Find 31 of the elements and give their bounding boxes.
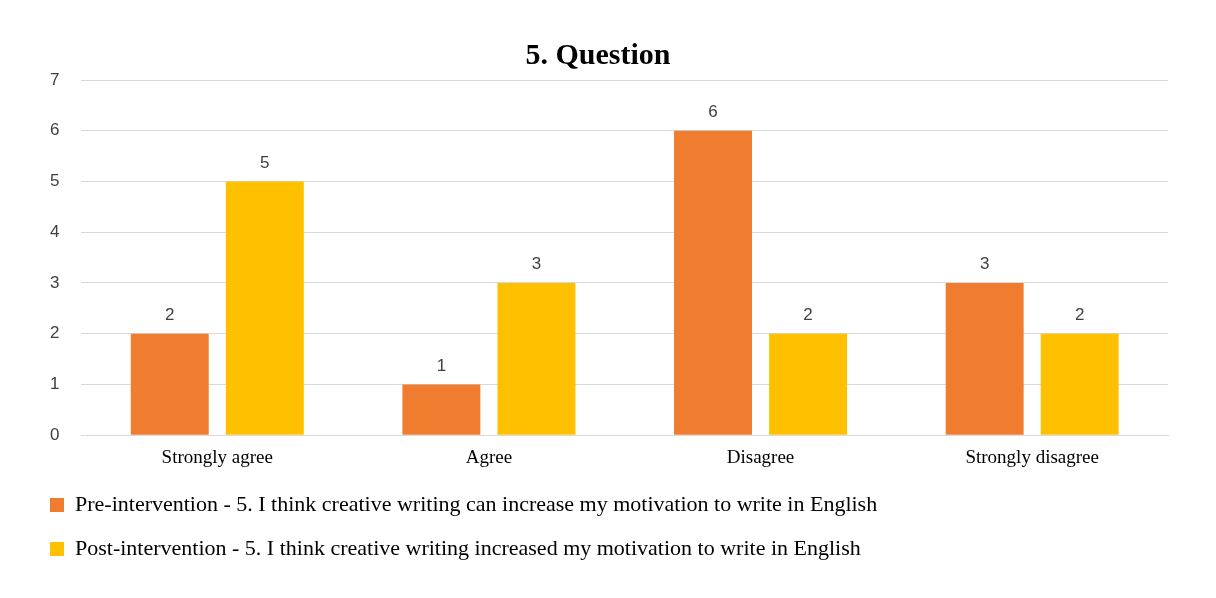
y-tick-label: 0 bbox=[49, 424, 60, 444]
data-label: 6 bbox=[708, 101, 718, 121]
bar bbox=[674, 130, 752, 435]
data-label: 5 bbox=[260, 152, 270, 172]
bar bbox=[497, 282, 576, 435]
x-tick-label: Agree bbox=[465, 445, 513, 467]
y-tick-label: 3 bbox=[49, 272, 60, 292]
data-label: 2 bbox=[165, 304, 175, 324]
legend-label: Pre-intervention - 5. I think creative writing can increase my motivation to write in English bbox=[75, 490, 878, 516]
x-tick-label: Strongly agree bbox=[161, 445, 273, 467]
bar bbox=[225, 181, 304, 435]
x-tick-label: Strongly disagree bbox=[965, 445, 1099, 467]
data-label: 2 bbox=[1074, 304, 1085, 324]
y-tick-label: 4 bbox=[49, 221, 60, 241]
x-tick-label: Disagree bbox=[726, 445, 795, 467]
legend-label: Post-intervention - 5. I think creative writing increased my motivation to write in English bbox=[75, 534, 861, 560]
y-tick-label: 6 bbox=[49, 120, 60, 140]
bar bbox=[769, 333, 848, 435]
y-tick-label: 7 bbox=[49, 69, 60, 89]
bar bbox=[402, 384, 481, 435]
data-label: 2 bbox=[803, 304, 813, 324]
y-tick-label: 5 bbox=[49, 171, 60, 191]
data-label: 3 bbox=[979, 254, 990, 274]
chart-title: 5. Question bbox=[525, 36, 671, 70]
bar bbox=[945, 282, 1024, 435]
data-label: 3 bbox=[531, 254, 542, 274]
data-label: 1 bbox=[436, 355, 447, 375]
bar bbox=[1040, 333, 1119, 435]
y-tick-label: 2 bbox=[49, 323, 60, 343]
y-tick-label: 1 bbox=[49, 374, 60, 394]
bar bbox=[130, 333, 209, 435]
